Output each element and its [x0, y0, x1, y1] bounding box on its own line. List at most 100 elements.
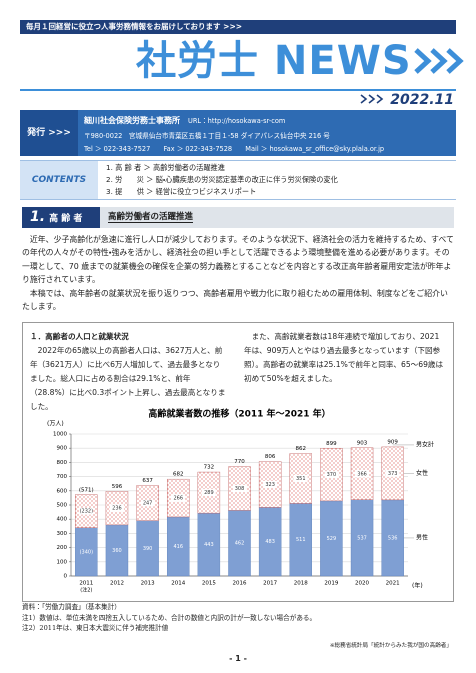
x-tick-label: 2014 [171, 581, 185, 587]
y-tick-label: 600 [57, 488, 68, 494]
y-axis-label: (万人) [47, 421, 64, 428]
x-tick-label: 2015 [202, 581, 216, 587]
y-tick-label: 900 [57, 446, 68, 452]
label-backdrop [109, 504, 124, 512]
intro: 近年、少子高齢化が急速に進行し人口が減少しております。そのような状況下、経済社会… [22, 233, 454, 313]
x-tick-sublabel: (注2) [80, 587, 92, 594]
x-tick-label: 2019 [324, 581, 338, 587]
y-tick-label: 200 [57, 545, 68, 551]
bar-value-label: 308 [235, 486, 245, 492]
issuer-name-line: 細川社会保険労務士事務所 URL：http://hosokawa-sr-com [84, 115, 285, 126]
box-right-text: また、高齢就業者数は18年連続で増加しており、2021年は、909万人とやはり過… [244, 332, 444, 383]
total-label: 862 [296, 446, 307, 452]
note: 注2）2011年は、東日本大震災に伴う補完推計値 [22, 624, 169, 632]
bar-value-label: (340) [80, 549, 93, 555]
section-title: 高齢労働者の活躍推進 [108, 212, 194, 223]
section-title-band: 高齢労働者の活躍推進 [100, 207, 454, 228]
bar-value-label: 462 [235, 541, 245, 547]
bar-value-label: 370 [327, 472, 337, 478]
bar-value-label: 511 [296, 537, 306, 543]
contents-item: 1. 高 齢 者 ＞ 高齢労働者の活躍推進 [106, 163, 225, 172]
bar-value-label: 323 [265, 482, 275, 488]
label-backdrop [385, 469, 400, 477]
issuer-label: 発行 >>> [20, 110, 78, 156]
bar-value-label: 536 [388, 535, 398, 541]
total-label: 806 [265, 454, 276, 460]
issuer-band: 発行 >>> 細川社会保険労務士事務所 URL：http://hosokawa-… [20, 110, 456, 156]
y-tick-label: 400 [57, 517, 68, 523]
bar-value-label: 373 [388, 471, 398, 477]
box-left-text: 2022年の65歳以上の高齢者人口は、3627万人と、前年（3621万人）に比べ… [30, 346, 226, 411]
bar-value-label: 366 [357, 471, 367, 477]
section-number: 1. [30, 209, 46, 225]
total-label: 596 [112, 484, 123, 490]
page-number: - 1 - [229, 654, 247, 663]
label-backdrop [263, 480, 278, 488]
box-left-column: １．高齢者の人口と就業状況 2022年の65歳以上の高齢者人口は、3627万人と… [30, 330, 226, 414]
x-tick-label: 2021 [386, 581, 400, 587]
title-text: 社労士 NEWS [136, 38, 412, 84]
x-tick-label: 2012 [110, 581, 124, 587]
bar-value-label: 236 [112, 506, 122, 512]
y-tick-label: 700 [57, 474, 68, 480]
bar-value-label: 351 [296, 476, 306, 482]
legend-label: 女性 [416, 469, 428, 477]
label-backdrop [232, 485, 247, 493]
intro-paragraph: 本稿では、高年齢者の就業状況を振り返りつつ、高齢者雇用や戦力化に取り組むための雇… [22, 288, 448, 312]
bar-value-label: 247 [143, 501, 153, 507]
total-label: 682 [173, 472, 184, 478]
label-backdrop [79, 507, 94, 515]
y-tick-label: 100 [57, 559, 68, 565]
contents-label: CONTENTS >>> [20, 161, 98, 223]
y-tick-label: 500 [57, 503, 68, 509]
intro-paragraph: 近年、少子高齢化が急速に進行し人口が減少しております。そのような状況下、経済社会… [22, 235, 454, 285]
bar-value-label: 483 [265, 539, 275, 545]
label-backdrop [355, 470, 370, 478]
date-chevrons [360, 94, 384, 104]
total-label: 637 [142, 478, 153, 484]
legend-label: 男性 [416, 533, 428, 541]
issuer-address: 〒980-0022 宮城県仙台市青葉区五橋１丁目１-58 ダイアパレス仙台中央 … [84, 132, 330, 140]
title-chevrons [413, 48, 464, 74]
newsletter-title: 社労士 NEWS [136, 36, 466, 86]
y-tick-label: 1000 [53, 432, 67, 438]
box-heading: １．高齢者の人口と就業状況 [30, 332, 129, 341]
total-label: 903 [357, 440, 368, 446]
x-tick-label: 2011 [79, 581, 93, 587]
banner: 毎月１回経営に役立つ人事労務情報をお届けしております >>> [20, 20, 456, 34]
total-label: 770 [234, 459, 245, 465]
contents: CONTENTS >>> 1. 高 齢 者 ＞ 高齢労働者の活躍推進 2. 労 … [20, 160, 456, 223]
label-backdrop [201, 489, 216, 497]
y-tick-label: 300 [57, 531, 68, 537]
label-backdrop [324, 471, 339, 479]
bar-value-label: 360 [112, 548, 122, 554]
legend-label: 男女計 [416, 440, 434, 448]
bar-value-label: 529 [327, 536, 337, 542]
label-backdrop [293, 475, 308, 483]
total-label: 732 [204, 465, 215, 471]
x-tick-label: 2020 [355, 581, 369, 587]
x-tick-label: 2018 [294, 581, 308, 587]
chart: 高齢就業者数の推移（2011 年～2021 年） (万人) (年) 0 100 200 30… [47, 408, 434, 594]
x-axis-label: (年) [412, 582, 423, 590]
total-label: (571) [79, 487, 94, 493]
contents-item: 2. 労 災 ＞ 脳・心臓疾患の労災認定基準の改正に伴う労災保険の変化 [106, 175, 338, 184]
x-tick-label: 2016 [233, 581, 247, 587]
bar-value-label: (232) [80, 509, 93, 515]
title-rule [20, 89, 456, 91]
chart-title: 高齢就業者数の推移（2011 年～2021 年） [148, 408, 330, 420]
source: ※総務省統計局「統計からみた我が国の高齢者」 [329, 643, 452, 649]
section-category: 高 齢 者 [49, 214, 83, 224]
y-tick-label: 0 [64, 574, 68, 580]
x-tick-label: 2017 [263, 581, 277, 587]
notes: 資料：「労働力調査」（基本集計） 注1）数値は、単位未満を四捨五入しているため、… [22, 602, 316, 634]
bar-value-label: 416 [173, 544, 183, 550]
contents-item: 3. 提 供 ＞ 経営に役立つビジネスリポート [106, 187, 257, 196]
bar-value-label: 537 [357, 535, 367, 541]
bar-value-label: 289 [204, 490, 214, 496]
issuer-name: 細川社会保険労務士事務所 [84, 116, 180, 125]
issuer-url: URL：http://hosokawa-sr-com [188, 117, 286, 125]
label-backdrop [140, 499, 155, 507]
section-label: 1. 高 齢 者 [22, 207, 100, 228]
